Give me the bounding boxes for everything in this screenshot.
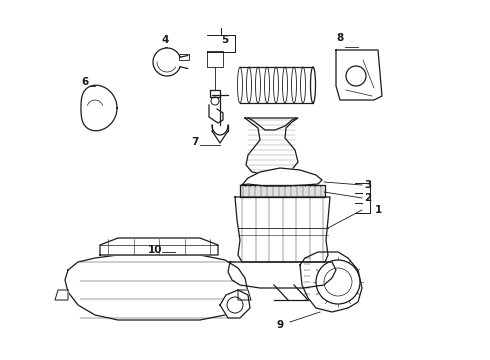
Polygon shape <box>100 238 218 255</box>
Polygon shape <box>65 255 248 320</box>
Text: 3: 3 <box>365 180 371 190</box>
Polygon shape <box>228 262 336 288</box>
Polygon shape <box>220 290 250 318</box>
Polygon shape <box>240 185 325 197</box>
Text: 7: 7 <box>191 137 198 147</box>
Polygon shape <box>245 118 298 175</box>
Text: 8: 8 <box>336 33 343 43</box>
Text: 4: 4 <box>161 35 169 45</box>
Text: 10: 10 <box>148 245 162 255</box>
Text: 5: 5 <box>221 35 229 45</box>
Text: 1: 1 <box>374 205 382 215</box>
Polygon shape <box>235 197 330 262</box>
Polygon shape <box>336 50 382 100</box>
Polygon shape <box>300 252 362 312</box>
Polygon shape <box>55 290 68 300</box>
Text: 9: 9 <box>276 320 284 330</box>
Polygon shape <box>238 290 251 300</box>
Text: 2: 2 <box>365 193 371 203</box>
Polygon shape <box>242 168 322 186</box>
Text: 6: 6 <box>81 77 89 87</box>
